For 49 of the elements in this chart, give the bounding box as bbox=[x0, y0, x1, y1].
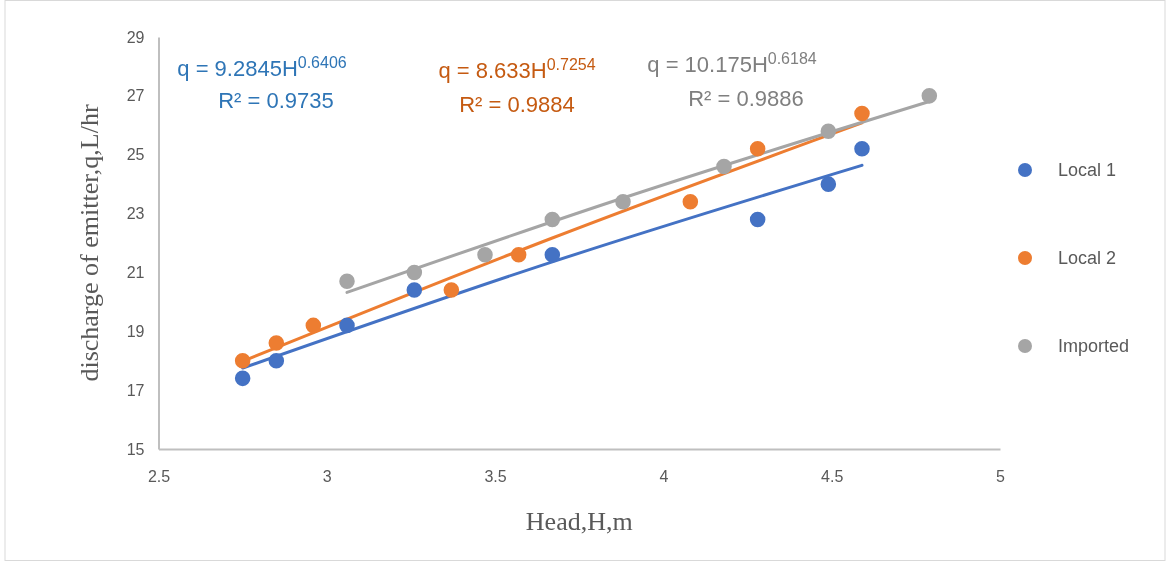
point bbox=[716, 158, 732, 175]
point bbox=[510, 247, 527, 263]
point bbox=[854, 105, 870, 122]
annotation: R² = 0.9884 bbox=[459, 92, 575, 117]
point bbox=[544, 247, 561, 263]
point bbox=[921, 88, 938, 104]
x-tick-label: 4 bbox=[659, 468, 669, 486]
y-tick-label: 23 bbox=[126, 205, 145, 223]
point bbox=[749, 211, 766, 228]
annotation: q = 9.2845H$^{0.6406}$ bbox=[177, 53, 347, 81]
point bbox=[477, 247, 493, 263]
annotation: R² = 0.9735 bbox=[218, 88, 334, 113]
y-tick-label: 25 bbox=[126, 146, 145, 164]
legend-label: Local 1 bbox=[1058, 160, 1117, 180]
point bbox=[406, 264, 423, 281]
y-tick-label: 27 bbox=[126, 87, 145, 105]
x-axis-title: Head,H,m bbox=[525, 507, 633, 536]
annotation: q = 10.175H$^{0.6184}$ bbox=[647, 49, 817, 77]
point bbox=[854, 141, 870, 157]
point bbox=[234, 370, 251, 387]
annotation: q = 8.633H$^{0.7254}$ bbox=[438, 55, 596, 83]
point bbox=[615, 194, 631, 210]
x-tick-label: 5 bbox=[996, 468, 1006, 486]
y-tick-label: 19 bbox=[126, 322, 145, 340]
point bbox=[305, 317, 322, 334]
x-tick-label: 2.5 bbox=[147, 468, 171, 486]
point bbox=[268, 335, 285, 351]
y-tick-label: 15 bbox=[126, 440, 145, 458]
point bbox=[339, 317, 355, 334]
annotation: R² = 0.9886 bbox=[688, 86, 804, 111]
point bbox=[749, 141, 766, 157]
point bbox=[820, 176, 837, 192]
legend-label: Local 2 bbox=[1058, 248, 1117, 268]
point bbox=[820, 123, 837, 139]
point bbox=[443, 282, 460, 298]
point bbox=[682, 194, 699, 210]
y-axis-title: discharge of emitter,q,L/hr bbox=[75, 104, 104, 382]
y-tick-label: 17 bbox=[126, 381, 145, 399]
point bbox=[544, 211, 561, 228]
point bbox=[234, 352, 251, 369]
x-tick-label: 3.5 bbox=[484, 468, 507, 486]
point bbox=[406, 282, 423, 298]
y-tick-label: 21 bbox=[126, 264, 145, 282]
point bbox=[339, 273, 355, 290]
point bbox=[268, 352, 285, 369]
y-tick-label: 29 bbox=[126, 28, 145, 46]
legend-label: Imported bbox=[1058, 336, 1130, 356]
x-tick-label: 3 bbox=[322, 468, 332, 486]
x-tick-label: 4.5 bbox=[821, 468, 844, 486]
